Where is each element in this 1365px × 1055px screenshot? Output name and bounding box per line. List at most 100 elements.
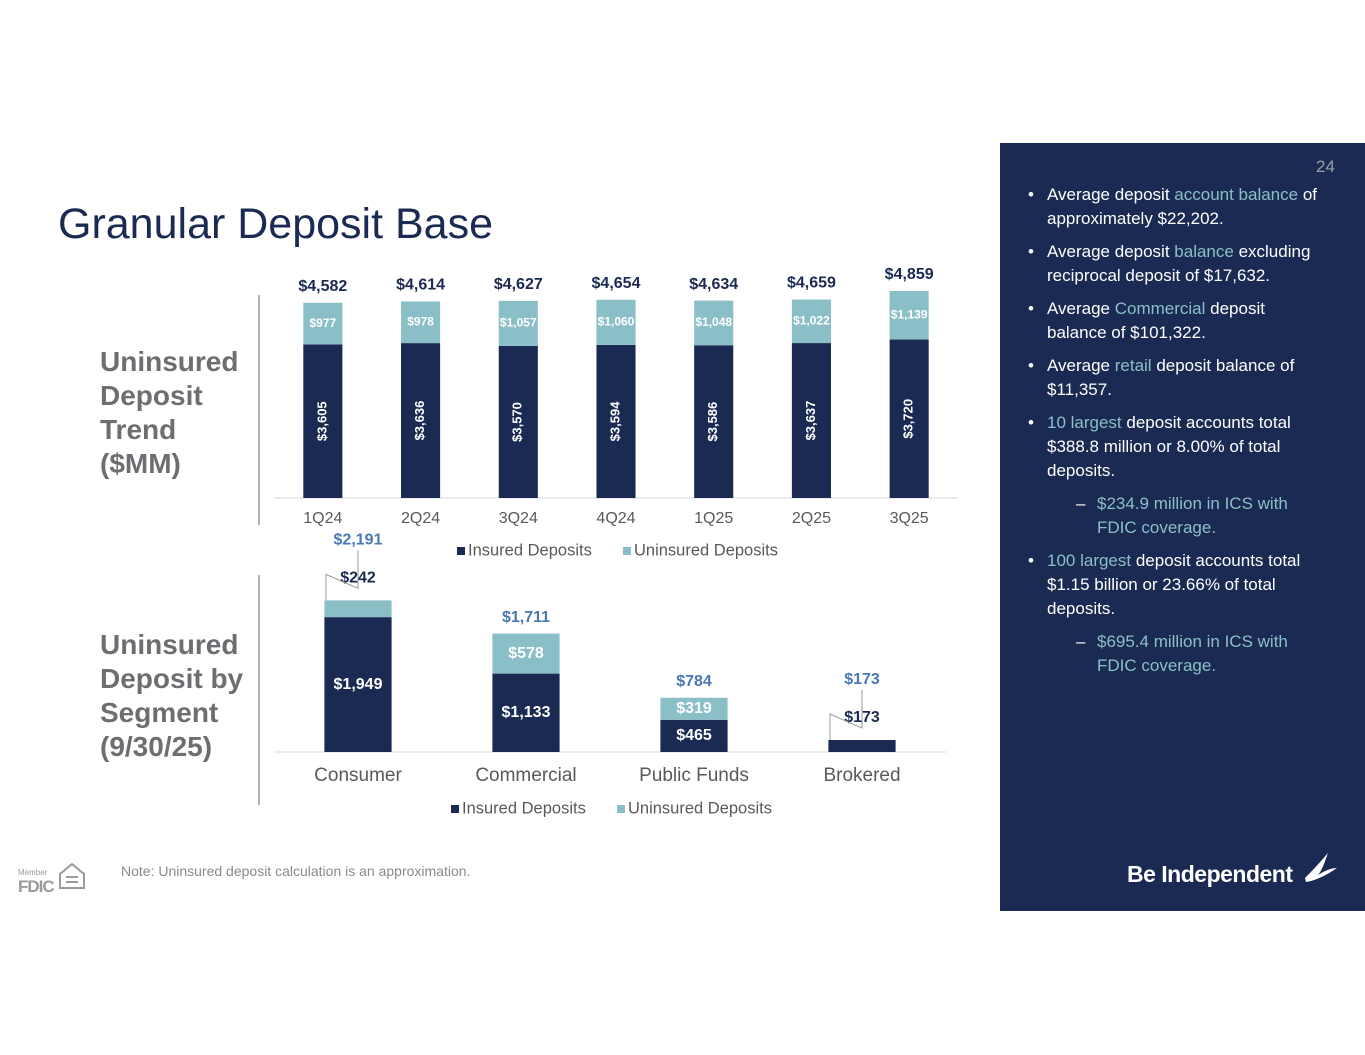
segment-label: $3,637 — [803, 401, 818, 441]
x-tick-label: 4Q24 — [596, 510, 635, 527]
segment-label: $3,594 — [607, 401, 622, 442]
section-label: Uninsured Deposit Trend ($MM) — [100, 346, 239, 479]
bullet-highlight: 100 largest — [1047, 551, 1132, 570]
bullet: $234.9 million in ICS with FDIC coverage… — [1028, 492, 1328, 540]
slide-title: Granular Deposit Base — [58, 200, 493, 248]
x-tick-label: 2Q25 — [792, 510, 831, 527]
total-label: $4,627 — [494, 276, 543, 293]
segment-label: $578 — [508, 645, 544, 662]
bar-segment — [401, 301, 441, 344]
segment-label: $1,057 — [500, 316, 537, 330]
member-text: Member — [18, 868, 48, 877]
legend-label: Insured Deposits — [462, 799, 586, 817]
bar-segment — [596, 299, 636, 345]
segment-label: $978 — [407, 314, 434, 328]
x-tick-label: 3Q25 — [890, 510, 929, 527]
bar-segment — [492, 673, 560, 752]
bullet: Average retail deposit balance of $11,35… — [1028, 354, 1328, 402]
total-label: $4,859 — [885, 266, 934, 283]
bar-segment — [498, 345, 538, 498]
bullet-text: $234.9 million in ICS with FDIC coverage… — [1097, 494, 1288, 537]
x-tick-label: 1Q24 — [303, 510, 342, 527]
bullet: Average deposit account balance of appro… — [1028, 183, 1328, 231]
x-tick-label: 3Q24 — [499, 510, 538, 527]
bar-segment — [694, 345, 734, 498]
total-label: $1,711 — [502, 609, 550, 626]
bar-segment — [492, 633, 560, 674]
segment-label: $1,139 — [891, 307, 928, 321]
segment-label: $3,720 — [901, 399, 916, 439]
bar-segment — [498, 300, 538, 346]
bullet-text: Average — [1047, 356, 1115, 375]
page-number: 24 — [1316, 157, 1335, 176]
legend-label: Insured Deposits — [468, 541, 592, 559]
legend-swatch — [617, 805, 625, 813]
bar-segment — [889, 339, 929, 498]
bar-segment — [660, 697, 728, 720]
total-label: $784 — [676, 673, 712, 690]
bar-segment — [694, 300, 734, 346]
bullet-text: Average deposit — [1047, 185, 1175, 204]
bar-segment — [889, 291, 929, 340]
x-tick-label: Commercial — [475, 765, 576, 786]
segment-label: $3,570 — [510, 402, 525, 442]
bullet: 100 largest deposit accounts total $1.15… — [1028, 549, 1328, 621]
bullet-text: Average deposit — [1047, 242, 1175, 261]
leader-line — [325, 550, 359, 601]
segment-label: $1,133 — [502, 704, 551, 721]
bullet-text: $695.4 million in ICS with FDIC coverage… — [1097, 632, 1288, 675]
total-label: $4,659 — [787, 275, 836, 292]
bullet-text: deposit accounts total $1.15 billion or … — [1047, 551, 1301, 618]
housing-icon — [66, 881, 78, 883]
bullet-text: deposit accounts total $388.8 million or… — [1047, 413, 1291, 480]
segment-label: $3,586 — [705, 402, 720, 442]
bar-segment — [660, 719, 728, 752]
x-tick-label: Consumer — [314, 765, 402, 786]
legend-swatch — [457, 547, 465, 555]
fdic-logo: Member FDIC — [18, 862, 85, 896]
bullet-highlight: account balance — [1174, 185, 1299, 204]
footnote: Note: Uninsured deposit calculation is a… — [121, 863, 471, 879]
bullet-highlight: retail — [1114, 356, 1152, 375]
segment-label: $977 — [310, 316, 337, 330]
segment-label: $319 — [676, 700, 712, 717]
housing-icon — [66, 876, 78, 878]
bar-segment — [828, 740, 896, 752]
bullet: $695.4 million in ICS with FDIC coverage… — [1028, 630, 1328, 678]
bullet-highlight: 10 largest — [1047, 413, 1122, 432]
bar-segment — [596, 344, 636, 498]
total-label: $2,191 — [334, 532, 383, 549]
total-label: $4,654 — [592, 275, 641, 292]
bar-segment — [303, 344, 343, 498]
bullet-highlight: balance — [1174, 242, 1234, 261]
legend-label: Uninsured Deposits — [634, 541, 778, 559]
bar-segment — [324, 600, 392, 618]
bar-segment — [324, 617, 392, 752]
bullet-highlight: Commercial — [1114, 299, 1206, 318]
leader-line — [829, 690, 863, 741]
bar-segment — [401, 343, 441, 498]
segment-label: $1,048 — [695, 315, 732, 329]
charts: Member FDIC 1Q24 $3,605 $977 $4,582 2Q24 $3,6… — [18, 266, 958, 896]
legend-swatch — [451, 805, 459, 813]
bullet-list: Average deposit account balance of appro… — [1028, 183, 1328, 687]
bullet-text: Average — [1047, 299, 1115, 318]
total-label: $173 — [844, 671, 880, 688]
bullet-text: of approximately $22,202. — [1047, 185, 1318, 228]
legend-label: Uninsured Deposits — [628, 799, 772, 817]
segment-label: $3,636 — [412, 401, 427, 441]
bullet: Average Commercial deposit balance of $1… — [1028, 297, 1328, 345]
bird-icon — [1305, 853, 1337, 882]
bar-segment — [791, 343, 831, 498]
segment-label: $465 — [676, 727, 712, 744]
brand-text: Be Independent — [1127, 861, 1293, 887]
bullet: 10 largest deposit accounts total $388.8… — [1028, 411, 1328, 483]
x-tick-label: 2Q24 — [401, 510, 440, 527]
total-label: $4,634 — [689, 276, 738, 293]
bar-segment — [791, 299, 831, 344]
fdic-text: FDIC — [18, 877, 54, 896]
bullet-text: excluding reciprocal deposit of $17,632. — [1047, 242, 1311, 285]
bullet-text: deposit balance of $101,322. — [1047, 299, 1265, 342]
legend-swatch — [623, 547, 631, 555]
segment-label: $1,060 — [598, 314, 635, 328]
